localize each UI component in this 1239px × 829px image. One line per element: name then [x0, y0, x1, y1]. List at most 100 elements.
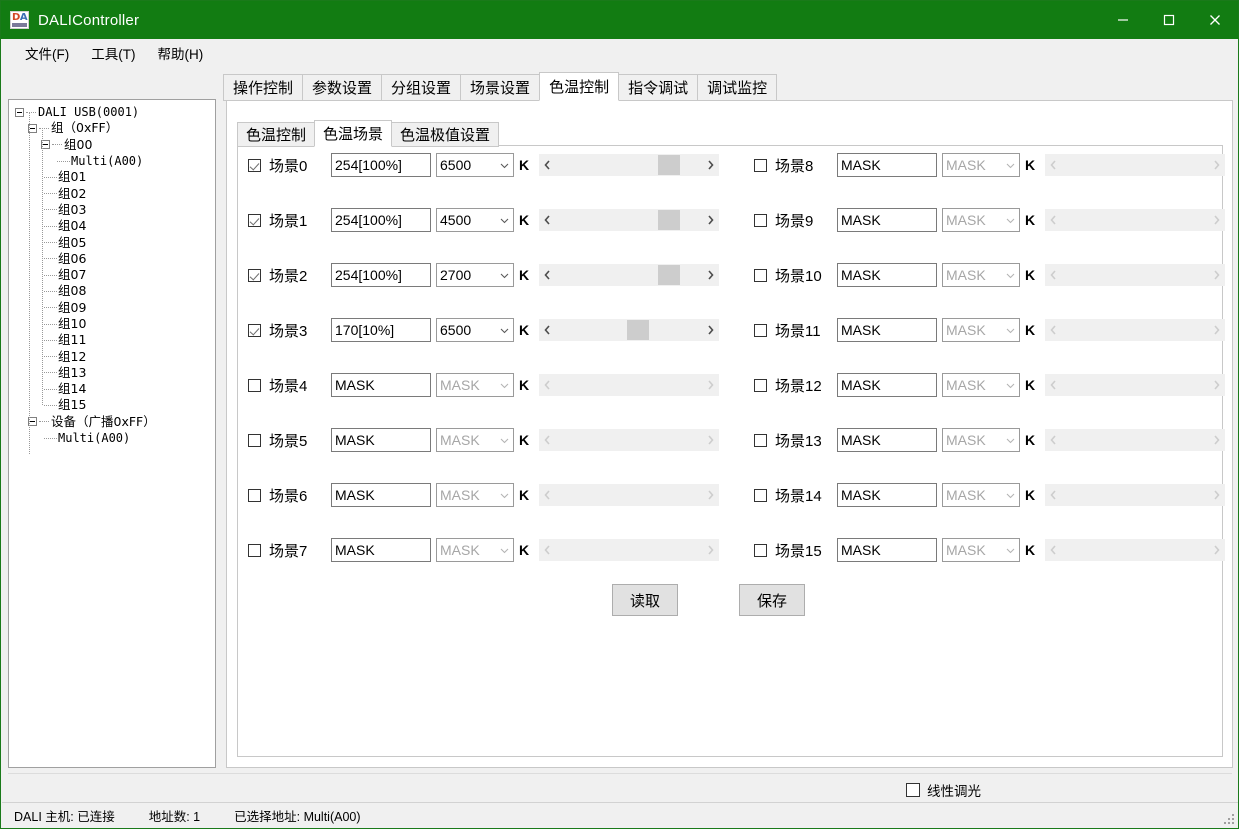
- scene-kelvin-select[interactable]: MASK: [436, 373, 514, 397]
- scene-level-input[interactable]: MASK: [331, 538, 431, 562]
- scene-kelvin-select[interactable]: 6500: [436, 153, 514, 177]
- tree-node[interactable]: Multi(A00): [9, 430, 215, 446]
- tree-expander-icon[interactable]: [28, 123, 37, 133]
- slider-left-arrow-icon[interactable]: [539, 154, 556, 176]
- slider-track[interactable]: [539, 209, 719, 231]
- scene-enable-checkbox[interactable]: [248, 213, 261, 227]
- sub-tab-2[interactable]: 色温极值设置: [391, 122, 500, 147]
- save-button[interactable]: 保存: [739, 584, 805, 616]
- scene-kelvin-select[interactable]: 6500: [436, 318, 514, 342]
- scene-kelvin-slider[interactable]: [1045, 429, 1225, 451]
- slider-left-arrow-icon[interactable]: [1045, 539, 1062, 561]
- tree-expander-icon[interactable]: [41, 140, 50, 150]
- slider-track[interactable]: [1045, 484, 1225, 506]
- sub-tab-0[interactable]: 色温控制: [237, 122, 316, 147]
- slider-left-arrow-icon[interactable]: [1045, 374, 1062, 396]
- chevron-down-icon[interactable]: [500, 163, 509, 169]
- menu-item-file[interactable]: 文件(F): [25, 46, 70, 62]
- scene-level-input[interactable]: MASK: [837, 428, 937, 452]
- slider-track[interactable]: [539, 484, 719, 506]
- scene-level-input[interactable]: MASK: [837, 373, 937, 397]
- chevron-down-icon[interactable]: [500, 383, 509, 389]
- scene-kelvin-slider[interactable]: [539, 374, 719, 396]
- slider-right-arrow-icon[interactable]: [702, 319, 719, 341]
- scene-enable-checkbox[interactable]: [754, 543, 767, 557]
- chevron-down-icon[interactable]: [500, 493, 509, 499]
- scene-kelvin-select[interactable]: MASK: [436, 483, 514, 507]
- chevron-down-icon[interactable]: [1006, 163, 1015, 169]
- menu-item-tools[interactable]: 工具(T): [91, 46, 136, 62]
- read-button[interactable]: 读取: [612, 584, 678, 616]
- slider-right-arrow-icon[interactable]: [702, 154, 719, 176]
- slider-track[interactable]: [1045, 374, 1225, 396]
- tree-node[interactable]: 组13: [9, 365, 215, 381]
- slider-track[interactable]: [1045, 209, 1225, 231]
- scene-level-input[interactable]: MASK: [331, 483, 431, 507]
- slider-right-arrow-icon[interactable]: [702, 539, 719, 561]
- menu-item-help[interactable]: 帮助(H): [157, 46, 204, 62]
- maximize-button[interactable]: [1146, 1, 1192, 39]
- tree-node[interactable]: 组05: [9, 234, 215, 250]
- slider-thumb[interactable]: [657, 265, 680, 285]
- tree-node[interactable]: 设备（广播0xFF）: [9, 414, 215, 430]
- slider-left-arrow-icon[interactable]: [539, 374, 556, 396]
- chevron-down-icon[interactable]: [500, 328, 509, 334]
- slider-right-arrow-icon[interactable]: [1208, 154, 1225, 176]
- slider-right-arrow-icon[interactable]: [1208, 539, 1225, 561]
- scene-level-input[interactable]: MASK: [837, 153, 937, 177]
- scene-kelvin-select[interactable]: MASK: [942, 538, 1020, 562]
- slider-left-arrow-icon[interactable]: [539, 484, 556, 506]
- chevron-down-icon[interactable]: [1006, 218, 1015, 224]
- slider-left-arrow-icon[interactable]: [1045, 264, 1062, 286]
- slider-left-arrow-icon[interactable]: [1045, 209, 1062, 231]
- sub-tab-1[interactable]: 色温场景: [314, 120, 393, 147]
- scene-enable-checkbox[interactable]: [248, 543, 261, 557]
- scene-level-input[interactable]: 254[100%]: [331, 208, 431, 232]
- tree-node[interactable]: 组01: [9, 169, 215, 185]
- slider-right-arrow-icon[interactable]: [702, 429, 719, 451]
- scene-enable-checkbox[interactable]: [248, 488, 261, 502]
- slider-thumb[interactable]: [626, 320, 649, 340]
- chevron-down-icon[interactable]: [1006, 493, 1015, 499]
- device-tree-panel[interactable]: DALI USB(0001) 组（0xFF） 组00 Multi(A00) 组01 组02…: [8, 99, 216, 768]
- scene-enable-checkbox[interactable]: [754, 378, 767, 392]
- slider-track[interactable]: [1045, 319, 1225, 341]
- slider-thumb[interactable]: [657, 210, 680, 230]
- main-tab-5[interactable]: 指令调试: [618, 74, 699, 101]
- slider-left-arrow-icon[interactable]: [539, 429, 556, 451]
- scene-kelvin-select[interactable]: MASK: [942, 428, 1020, 452]
- chevron-down-icon[interactable]: [1006, 548, 1015, 554]
- linear-dimming-checkbox[interactable]: 线性调光: [906, 780, 981, 800]
- tree-node[interactable]: 组06: [9, 251, 215, 267]
- close-button[interactable]: [1192, 1, 1238, 39]
- scene-kelvin-slider[interactable]: [1045, 374, 1225, 396]
- slider-right-arrow-icon[interactable]: [702, 209, 719, 231]
- tree-node[interactable]: 组04: [9, 218, 215, 234]
- slider-right-arrow-icon[interactable]: [1208, 319, 1225, 341]
- scene-kelvin-select[interactable]: MASK: [436, 538, 514, 562]
- scene-kelvin-slider[interactable]: [539, 319, 719, 341]
- main-tab-1[interactable]: 参数设置: [302, 74, 383, 101]
- tree-node[interactable]: 组02: [9, 185, 215, 201]
- scene-kelvin-select[interactable]: MASK: [942, 263, 1020, 287]
- slider-left-arrow-icon[interactable]: [1045, 429, 1062, 451]
- slider-thumb[interactable]: [657, 155, 680, 175]
- scene-enable-checkbox[interactable]: [754, 433, 767, 447]
- scene-level-input[interactable]: MASK: [837, 263, 937, 287]
- tree-node[interactable]: DALI USB(0001): [9, 104, 215, 120]
- scene-kelvin-select[interactable]: MASK: [942, 153, 1020, 177]
- resize-grip[interactable]: [1222, 812, 1234, 824]
- scene-enable-checkbox[interactable]: [248, 158, 261, 172]
- scene-level-input[interactable]: MASK: [837, 208, 937, 232]
- scene-enable-checkbox[interactable]: [754, 158, 767, 172]
- scene-level-input[interactable]: MASK: [331, 373, 431, 397]
- slider-left-arrow-icon[interactable]: [539, 539, 556, 561]
- scene-kelvin-slider[interactable]: [1045, 264, 1225, 286]
- main-tab-0[interactable]: 操作控制: [223, 74, 304, 101]
- scene-kelvin-select[interactable]: 2700: [436, 263, 514, 287]
- minimize-button[interactable]: [1100, 1, 1146, 39]
- slider-track[interactable]: [539, 539, 719, 561]
- scene-enable-checkbox[interactable]: [248, 433, 261, 447]
- slider-right-arrow-icon[interactable]: [1208, 264, 1225, 286]
- slider-right-arrow-icon[interactable]: [1208, 374, 1225, 396]
